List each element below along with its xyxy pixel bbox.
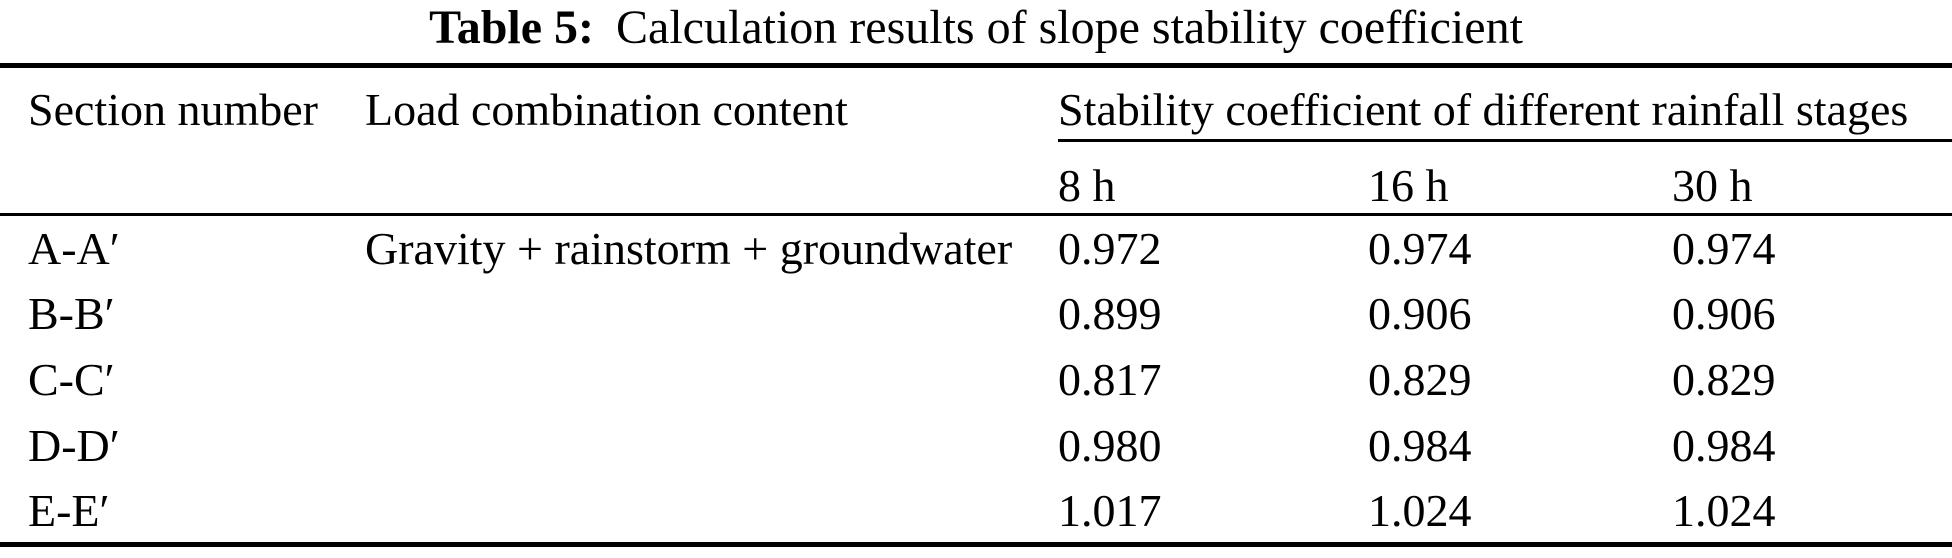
table-caption: Table 5: Calculation results of slope st… [0, 0, 1952, 63]
cell-load-combination [365, 413, 1058, 479]
table-caption-label: Table 5: [429, 1, 595, 54]
column-header-stage-8h: 8 h [1058, 140, 1368, 217]
column-header-stage-30h: 30 h [1672, 140, 1952, 217]
cell-value-8h: 0.972 [1058, 222, 1162, 274]
cell-load-combination [365, 479, 1058, 545]
cell-value-30h: 0.906 [1672, 288, 1776, 340]
cell-value-16h: 0.974 [1368, 222, 1472, 274]
cell-value-30h: 0.829 [1672, 354, 1776, 406]
column-header-stage-16h: 16 h [1368, 140, 1672, 217]
cell-value-30h: 1.024 [1672, 484, 1776, 536]
cell-value-8h: 0.980 [1058, 420, 1162, 472]
stability-coefficient-table: Section number Load combination content … [0, 63, 1952, 548]
column-header-section-number: Section number [0, 65, 365, 217]
column-header-stability-group: Stability coefficient of different rainf… [1058, 65, 1952, 142]
cell-load-combination [365, 347, 1058, 413]
cell-value-16h: 1.024 [1368, 484, 1472, 536]
table-body: A-A′ Gravity + rainstorm + groundwater 0… [0, 215, 1952, 545]
cell-value-16h: 0.906 [1368, 288, 1472, 340]
cell-section-number: D-D′ [28, 420, 120, 472]
cell-value-16h: 0.829 [1368, 354, 1472, 406]
cell-load-combination: Gravity + rainstorm + groundwater [365, 222, 1013, 274]
cell-load-combination [365, 281, 1058, 347]
table-caption-text: Calculation results of slope stability c… [616, 1, 1523, 54]
table-row: E-E′ 1.017 1.024 1.024 [0, 479, 1952, 545]
table-row: C-C′ 0.817 0.829 0.829 [0, 347, 1952, 413]
cell-value-16h: 0.984 [1368, 420, 1472, 472]
cell-value-8h: 0.899 [1058, 288, 1162, 340]
table-row: B-B′ 0.899 0.906 0.906 [0, 281, 1952, 347]
table-row: A-A′ Gravity + rainstorm + groundwater 0… [0, 215, 1952, 281]
cell-section-number: C-C′ [28, 354, 115, 406]
table-header: Section number Load combination content … [0, 65, 1952, 217]
cell-value-30h: 0.974 [1672, 222, 1776, 274]
cell-section-number: B-B′ [28, 288, 115, 340]
cell-section-number: A-A′ [28, 222, 120, 274]
header-row-group: Section number Load combination content … [0, 65, 1952, 217]
table-row: D-D′ 0.980 0.984 0.984 [0, 413, 1952, 479]
cell-value-30h: 0.984 [1672, 420, 1776, 472]
column-header-load-combination: Load combination content [365, 65, 1058, 217]
cell-section-number: E-E′ [28, 484, 110, 536]
cell-value-8h: 1.017 [1058, 484, 1162, 536]
header-row-stages: 8 h 16 h 30 h [0, 140, 1952, 217]
cell-value-8h: 0.817 [1058, 354, 1162, 406]
